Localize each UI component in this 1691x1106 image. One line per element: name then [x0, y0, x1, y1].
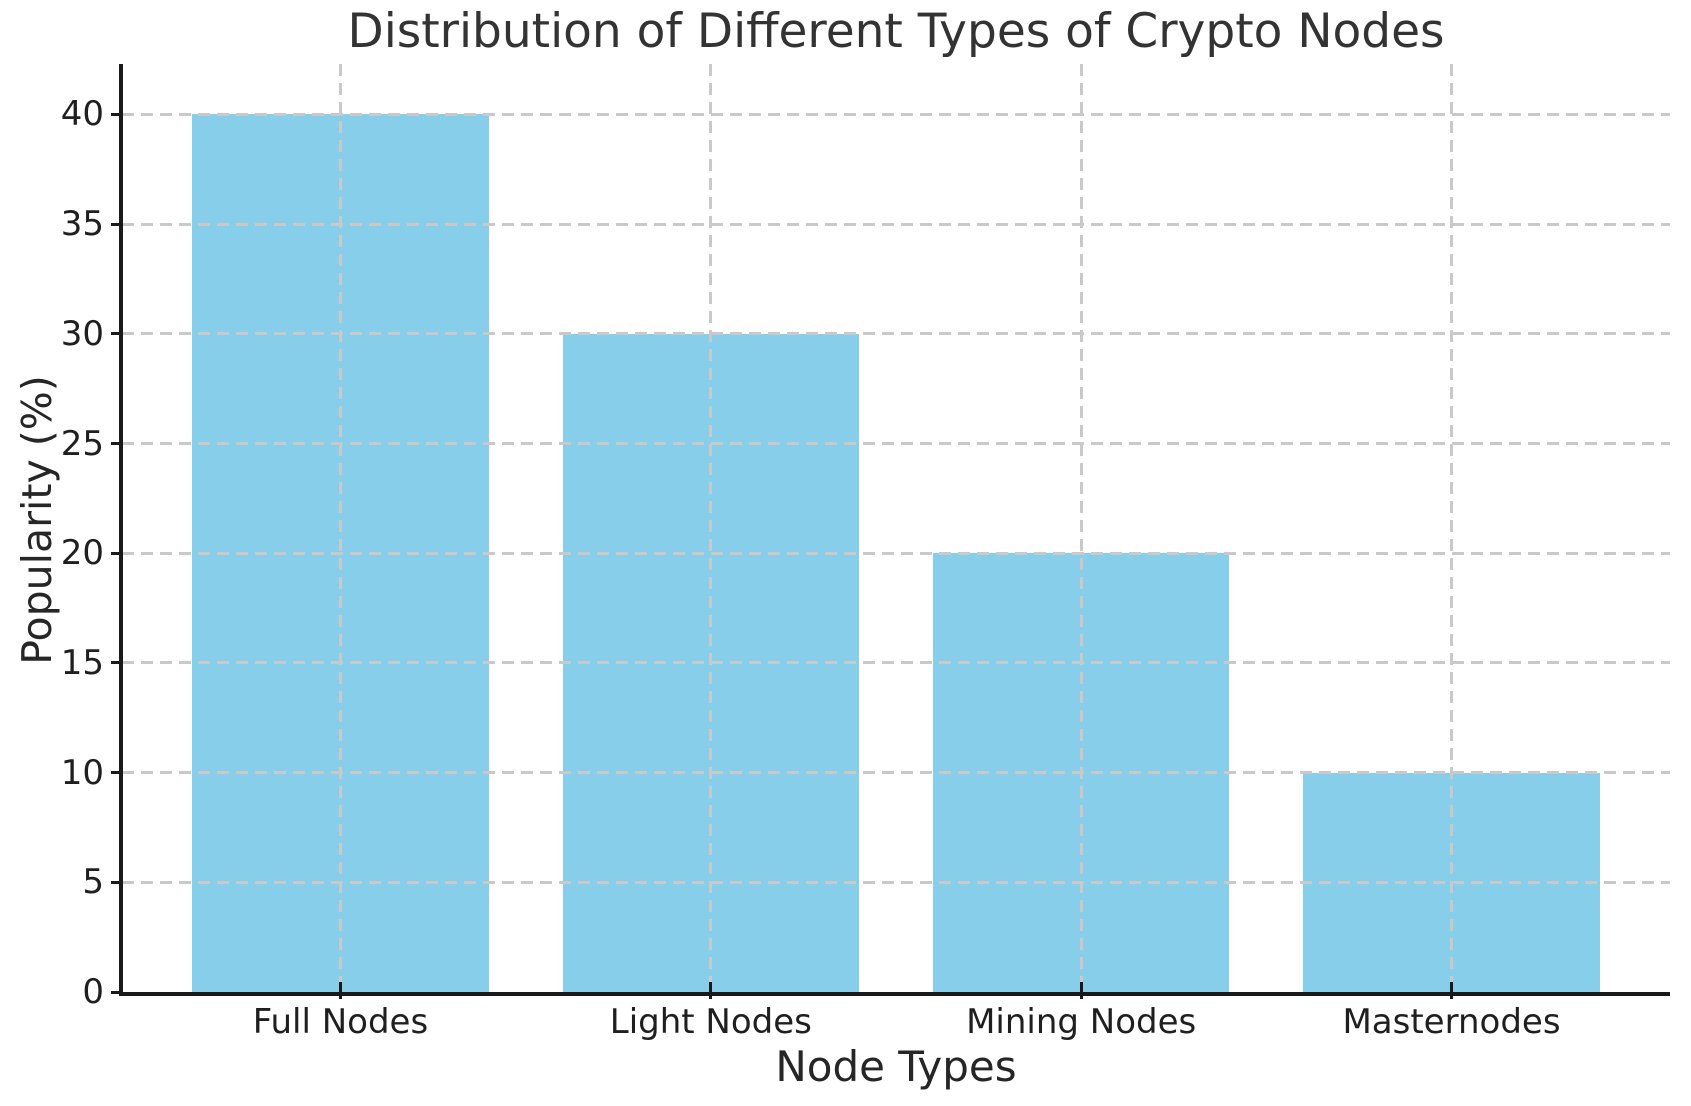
- h-gridline: [122, 332, 1670, 336]
- x-tick-mark: [709, 982, 713, 999]
- y-tick-label: 0: [82, 972, 104, 1012]
- y-tick-label: 25: [60, 423, 104, 464]
- v-gridline: [709, 64, 713, 992]
- x-tick-label: Light Nodes: [609, 1002, 812, 1042]
- x-tick-mark: [1450, 982, 1453, 999]
- x-tick-mark: [338, 982, 342, 999]
- x-axis-label: Node Types: [775, 1042, 1017, 1091]
- y-tick-mark: [111, 661, 119, 665]
- v-gridline: [338, 64, 342, 992]
- x-tick-mark: [1079, 982, 1083, 999]
- y-tick-label: 15: [60, 642, 104, 683]
- y-tick-label: 20: [60, 533, 104, 574]
- chart-title: Distribution of Different Types of Crypt…: [347, 4, 1445, 59]
- h-gridline: [122, 551, 1670, 555]
- y-tick-mark: [111, 551, 119, 555]
- y-axis-label: Popularity (%): [13, 375, 61, 665]
- y-tick-label: 5: [82, 862, 104, 903]
- x-tick-label: Mining Nodes: [966, 1002, 1197, 1042]
- y-tick-mark: [111, 442, 119, 446]
- x-tick-label: Masternodes: [1342, 1002, 1561, 1042]
- x-axis-spine: [119, 992, 1670, 996]
- v-gridline: [1079, 64, 1083, 992]
- h-gridline: [122, 222, 1670, 226]
- y-tick-label: 10: [60, 752, 104, 793]
- h-gridline: [122, 771, 1670, 775]
- y-tick-mark: [111, 332, 119, 336]
- y-tick-mark: [111, 880, 119, 884]
- y-axis-spine: [119, 64, 123, 996]
- y-tick-mark: [111, 222, 119, 226]
- x-tick-label: Full Nodes: [252, 1002, 429, 1042]
- y-tick-label: 40: [60, 94, 104, 135]
- y-tick-label: 30: [60, 313, 104, 354]
- h-gridline: [122, 112, 1670, 116]
- y-tick-mark: [111, 990, 119, 994]
- plot-area: 0 5 10 15 20 25 30 35 40 Full Nodes Light Nodes Min…: [61, 64, 1670, 1042]
- y-tick-mark: [111, 112, 119, 116]
- v-gridline: [1450, 64, 1453, 992]
- y-tick-mark: [111, 771, 119, 775]
- h-gridline: [122, 661, 1670, 665]
- h-gridline: [122, 442, 1670, 446]
- h-gridline: [122, 880, 1670, 884]
- y-tick-label: 35: [60, 204, 104, 245]
